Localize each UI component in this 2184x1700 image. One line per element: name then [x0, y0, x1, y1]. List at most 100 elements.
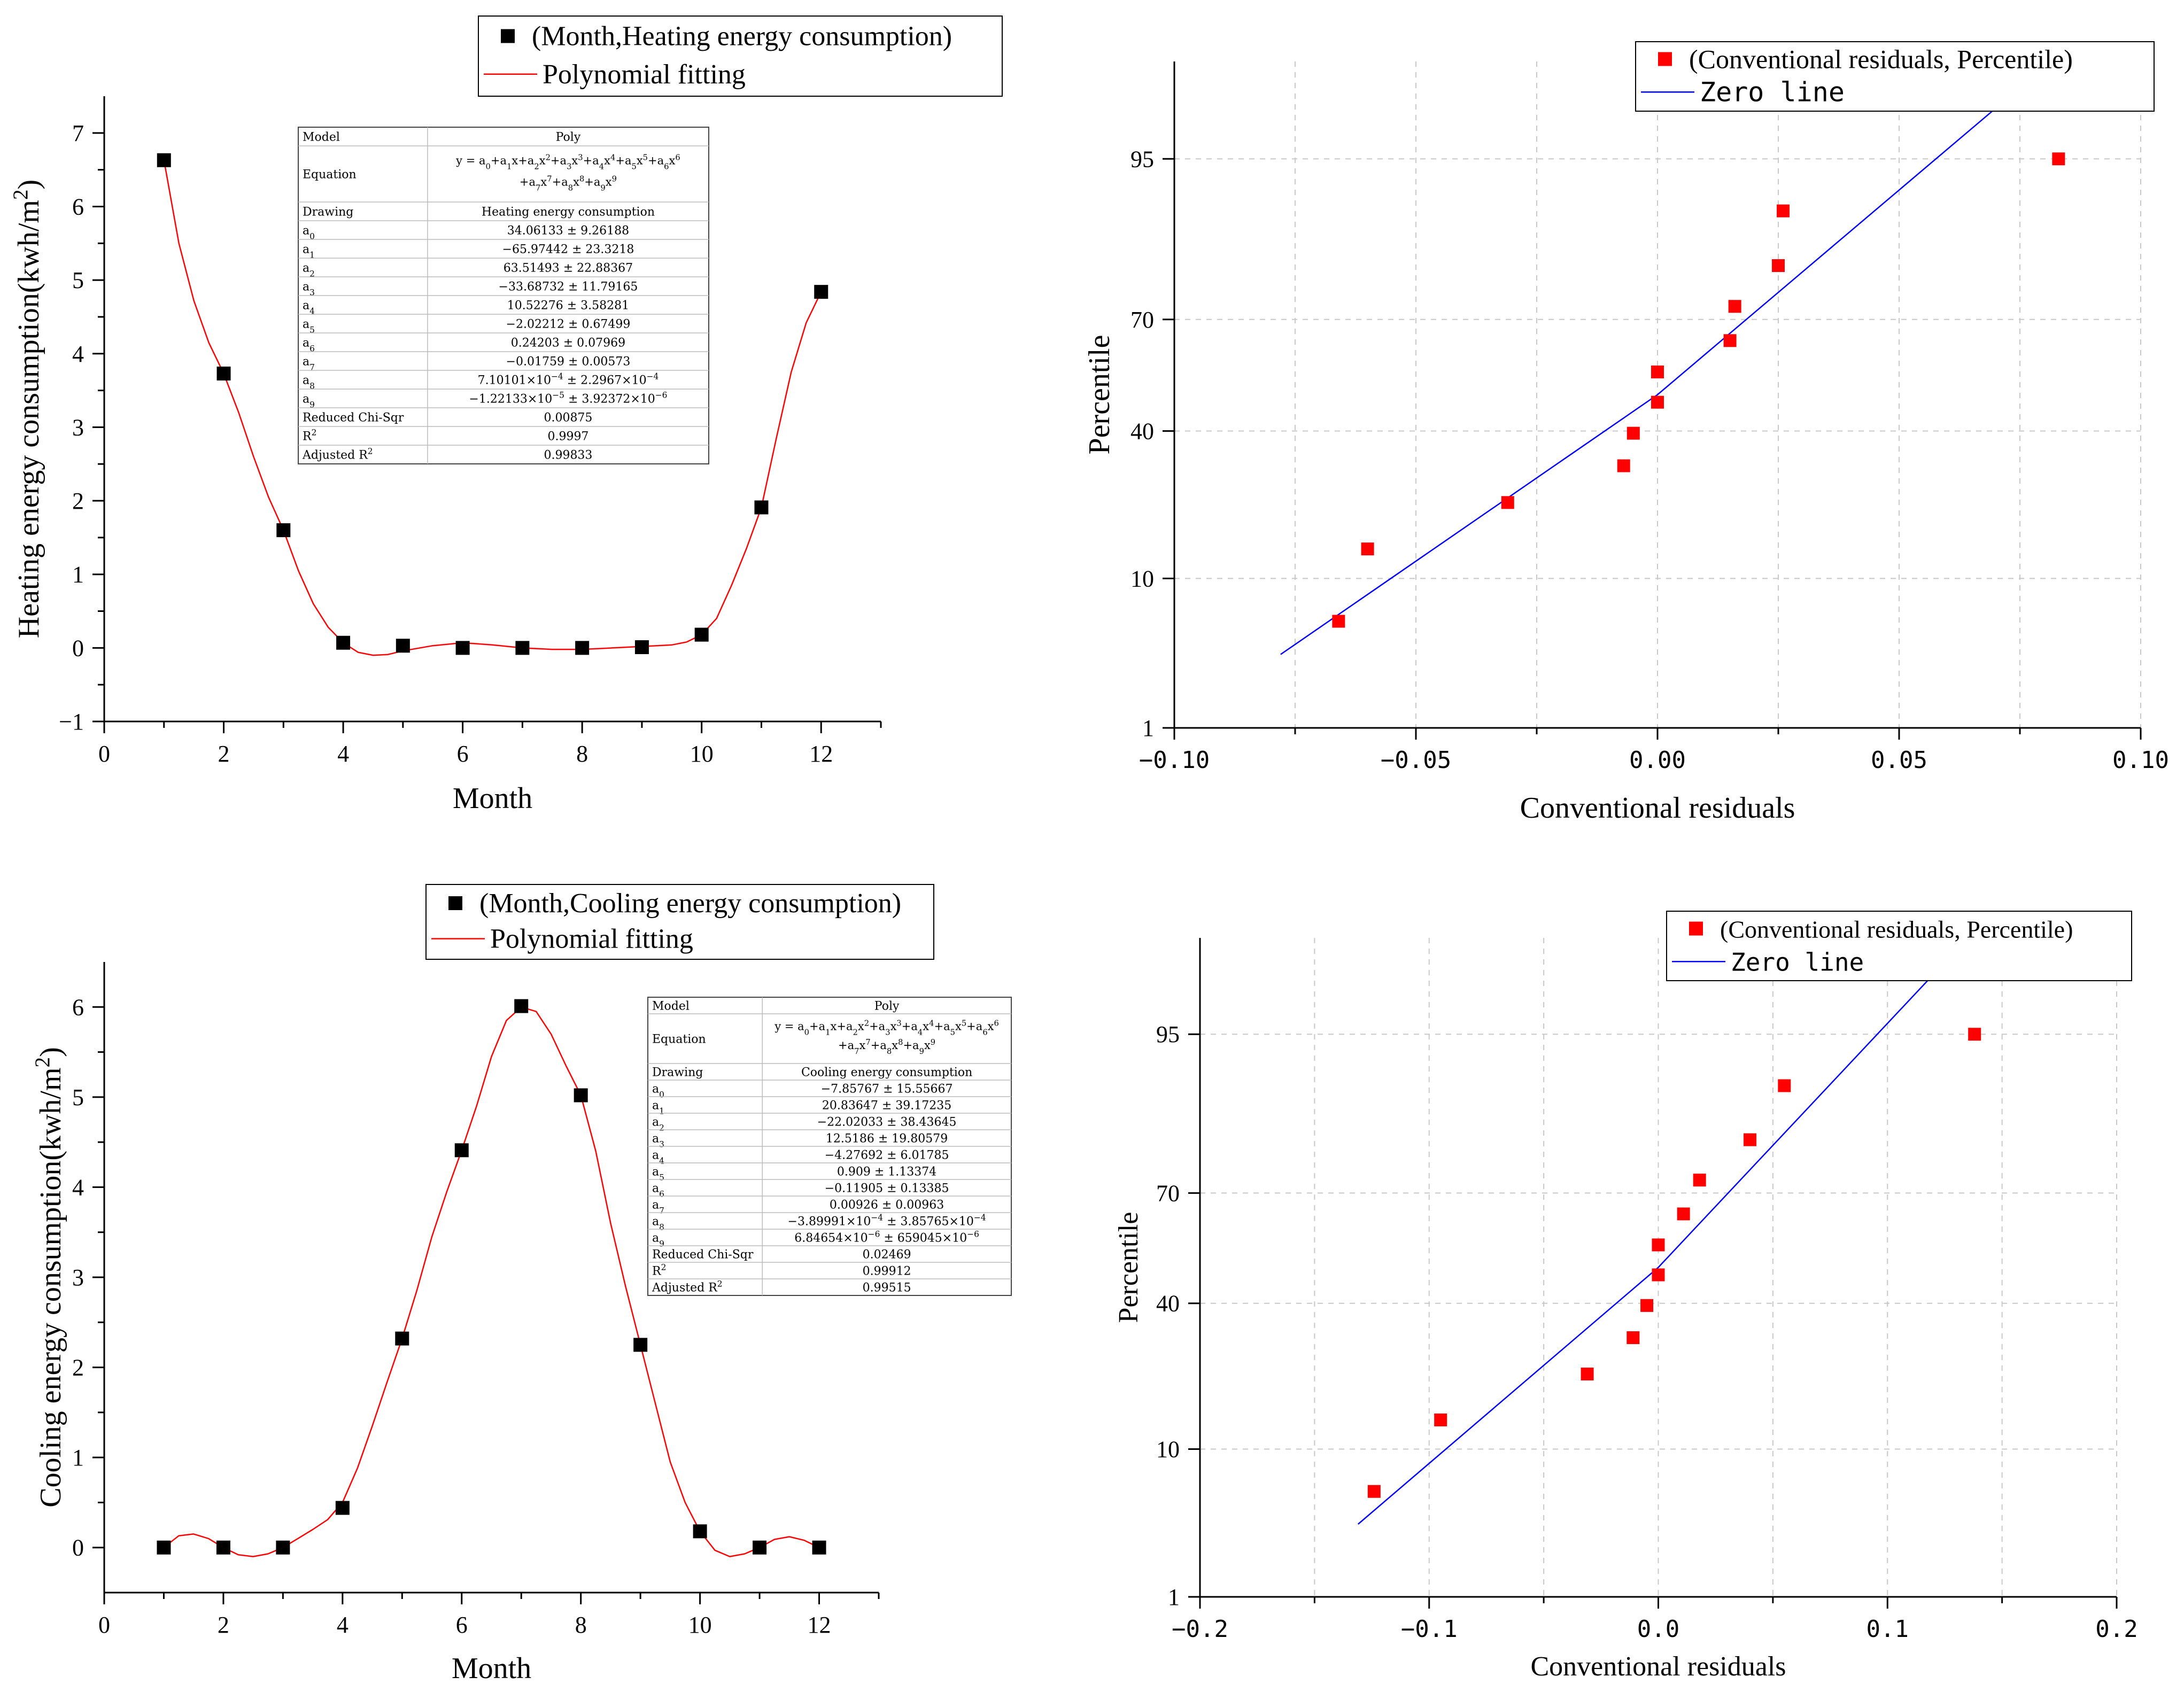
data-point [336, 635, 351, 650]
x-axis-title: Conventional residuals [1530, 1651, 1786, 1682]
table-equation-line: +a7x7+a8x8+a9x9 [520, 174, 617, 192]
table-value: −0.01759 ± 0.00573 [506, 355, 631, 369]
y-tick-label: 5 [72, 267, 84, 293]
legend-label: Zero line [1731, 948, 1864, 976]
table-label: Model [652, 1000, 690, 1013]
x-tick-label: 0.00 [1629, 747, 1686, 774]
table-label: a1 [303, 243, 315, 260]
data-point [753, 1540, 767, 1555]
table-label: a8 [652, 1215, 664, 1232]
table-value: 0.00926 ± 0.00963 [830, 1199, 944, 1212]
y-tick-label: 10 [1156, 1436, 1180, 1462]
table-label: a2 [303, 262, 315, 279]
table-equation-line: +a7x7+a8x8+a9x9 [838, 1038, 935, 1056]
data-point [157, 153, 171, 167]
data-point [276, 523, 291, 538]
table-value: 0.99515 [863, 1282, 911, 1295]
data-point [812, 1540, 826, 1555]
data-point [574, 1088, 588, 1103]
x-tick-label: 4 [337, 741, 349, 767]
x-tick-label: 0.2 [2095, 1616, 2137, 1643]
data-point [395, 1331, 409, 1346]
table-value: −3.89991×10−4 ± 3.85765×10−4 [788, 1213, 986, 1229]
x-axis-title: Conventional residuals [1520, 791, 1795, 825]
table-label: Reduced Chi-Sqr [303, 412, 404, 425]
table-label: Equation [652, 1033, 706, 1046]
y-tick-label: 95 [1156, 1021, 1180, 1047]
data-point [1968, 1028, 1981, 1041]
data-point [1723, 334, 1737, 347]
y-tick-label: 6 [72, 994, 84, 1020]
table-value: −0.11905 ± 0.13385 [825, 1182, 949, 1196]
data-point [216, 1540, 230, 1555]
table-value: 63.51493 ± 22.88367 [504, 262, 633, 275]
legend-marker [1689, 921, 1703, 936]
table-label: R2 [652, 1263, 666, 1278]
data-point [216, 366, 231, 381]
x-tick-label: −0.10 [1139, 747, 1210, 774]
data-point [1651, 365, 1664, 378]
table-label: a0 [652, 1083, 664, 1100]
legend-box [1666, 911, 2132, 981]
y-tick-label: 0 [72, 1535, 84, 1561]
y-tick-label: 2 [72, 488, 84, 514]
y-tick-label: 6 [72, 193, 84, 220]
data-point [1651, 395, 1664, 409]
table-value: 20.83647 ± 39.17235 [822, 1099, 951, 1113]
table-value: −1.22133×10−5 ± 3.92372×10−6 [469, 391, 667, 406]
data-point [515, 641, 530, 655]
y-tick-label: 1 [1142, 715, 1154, 741]
data-point [694, 627, 709, 642]
legend-label: (Conventional residuals, Percentile) [1720, 916, 2073, 943]
table-label: a6 [303, 337, 315, 354]
zero-line [1280, 71, 2040, 655]
y-axis-title: Percentile [1083, 335, 1116, 455]
table-value: 10.52276 ± 3.58281 [507, 299, 629, 313]
table-label: a0 [303, 224, 315, 242]
x-tick-label: 2 [218, 741, 230, 767]
table-value: −22.02033 ± 38.43645 [817, 1116, 957, 1129]
data-point [634, 640, 649, 654]
y-tick-label: 70 [1156, 1180, 1180, 1206]
table-label: Reduced Chi-Sqr [652, 1248, 754, 1262]
x-tick-label: −0.2 [1172, 1616, 1228, 1643]
table-label: a3 [303, 281, 315, 298]
table-value: 6.84654×10−6 ± 659045×10−6 [794, 1230, 979, 1245]
table-equation-line: y = a0+a1x+a2x2+a3x3+a4x4+a5x5+a6x6 [774, 1019, 999, 1037]
fit-statistics-table: Model Poly Equation y = a0+a1x+a2x2+a3x3+a4… [298, 127, 709, 464]
table-equation-line: y = a0+a1x+a2x2+a3x3+a4x4+a5x5+a6x6 [455, 153, 680, 171]
y-tick-label: 4 [72, 1174, 84, 1200]
legend-marker [1658, 52, 1672, 66]
cooling-qq-chart: −0.2 −0.1 0.0 0.1 0.2 1 10 40 70 95 Conventional r… [1113, 911, 2138, 1682]
y-tick-label: 40 [1156, 1291, 1180, 1317]
table-label: Drawing [652, 1066, 703, 1080]
table-value: Cooling energy consumption [801, 1066, 972, 1080]
data-point [1627, 426, 1640, 440]
table-value: Poly [556, 131, 581, 144]
fit-statistics-table: Model Poly Equation y = a0+a1x+a2x2+a3x3+a4… [647, 997, 1012, 1296]
table-value: 0.99912 [863, 1265, 911, 1278]
data-point [814, 285, 828, 299]
data-point [1501, 496, 1514, 509]
x-tick-label: 0.0 [1637, 1616, 1679, 1643]
x-tick-label: 12 [809, 741, 833, 767]
data-point [1361, 542, 1374, 556]
legend-label: (Conventional residuals, Percentile) [1689, 44, 2073, 74]
data-point [1652, 1268, 1665, 1282]
y-tick-label: 95 [1130, 146, 1154, 172]
table-label: a5 [652, 1166, 664, 1183]
x-tick-label: 6 [457, 741, 469, 767]
y-axis-title: Cooling energy consumption(kwh/m2) [31, 1047, 68, 1508]
y-tick-label: 1 [72, 1445, 84, 1471]
y-tick-label: 1 [1168, 1584, 1180, 1610]
y-tick-label: 70 [1130, 307, 1154, 333]
y-axis-title: Percentile [1113, 1212, 1144, 1323]
x-tick-label: 10 [690, 741, 714, 767]
data-point [1434, 1413, 1447, 1426]
table-value: −4.27692 ± 6.01785 [825, 1149, 949, 1162]
table-label: Adjusted R2 [652, 1279, 723, 1295]
table-value: 12.5186 ± 19.80579 [826, 1132, 948, 1146]
y-tick-label: 2 [72, 1355, 84, 1381]
x-tick-label: 0 [98, 741, 110, 767]
